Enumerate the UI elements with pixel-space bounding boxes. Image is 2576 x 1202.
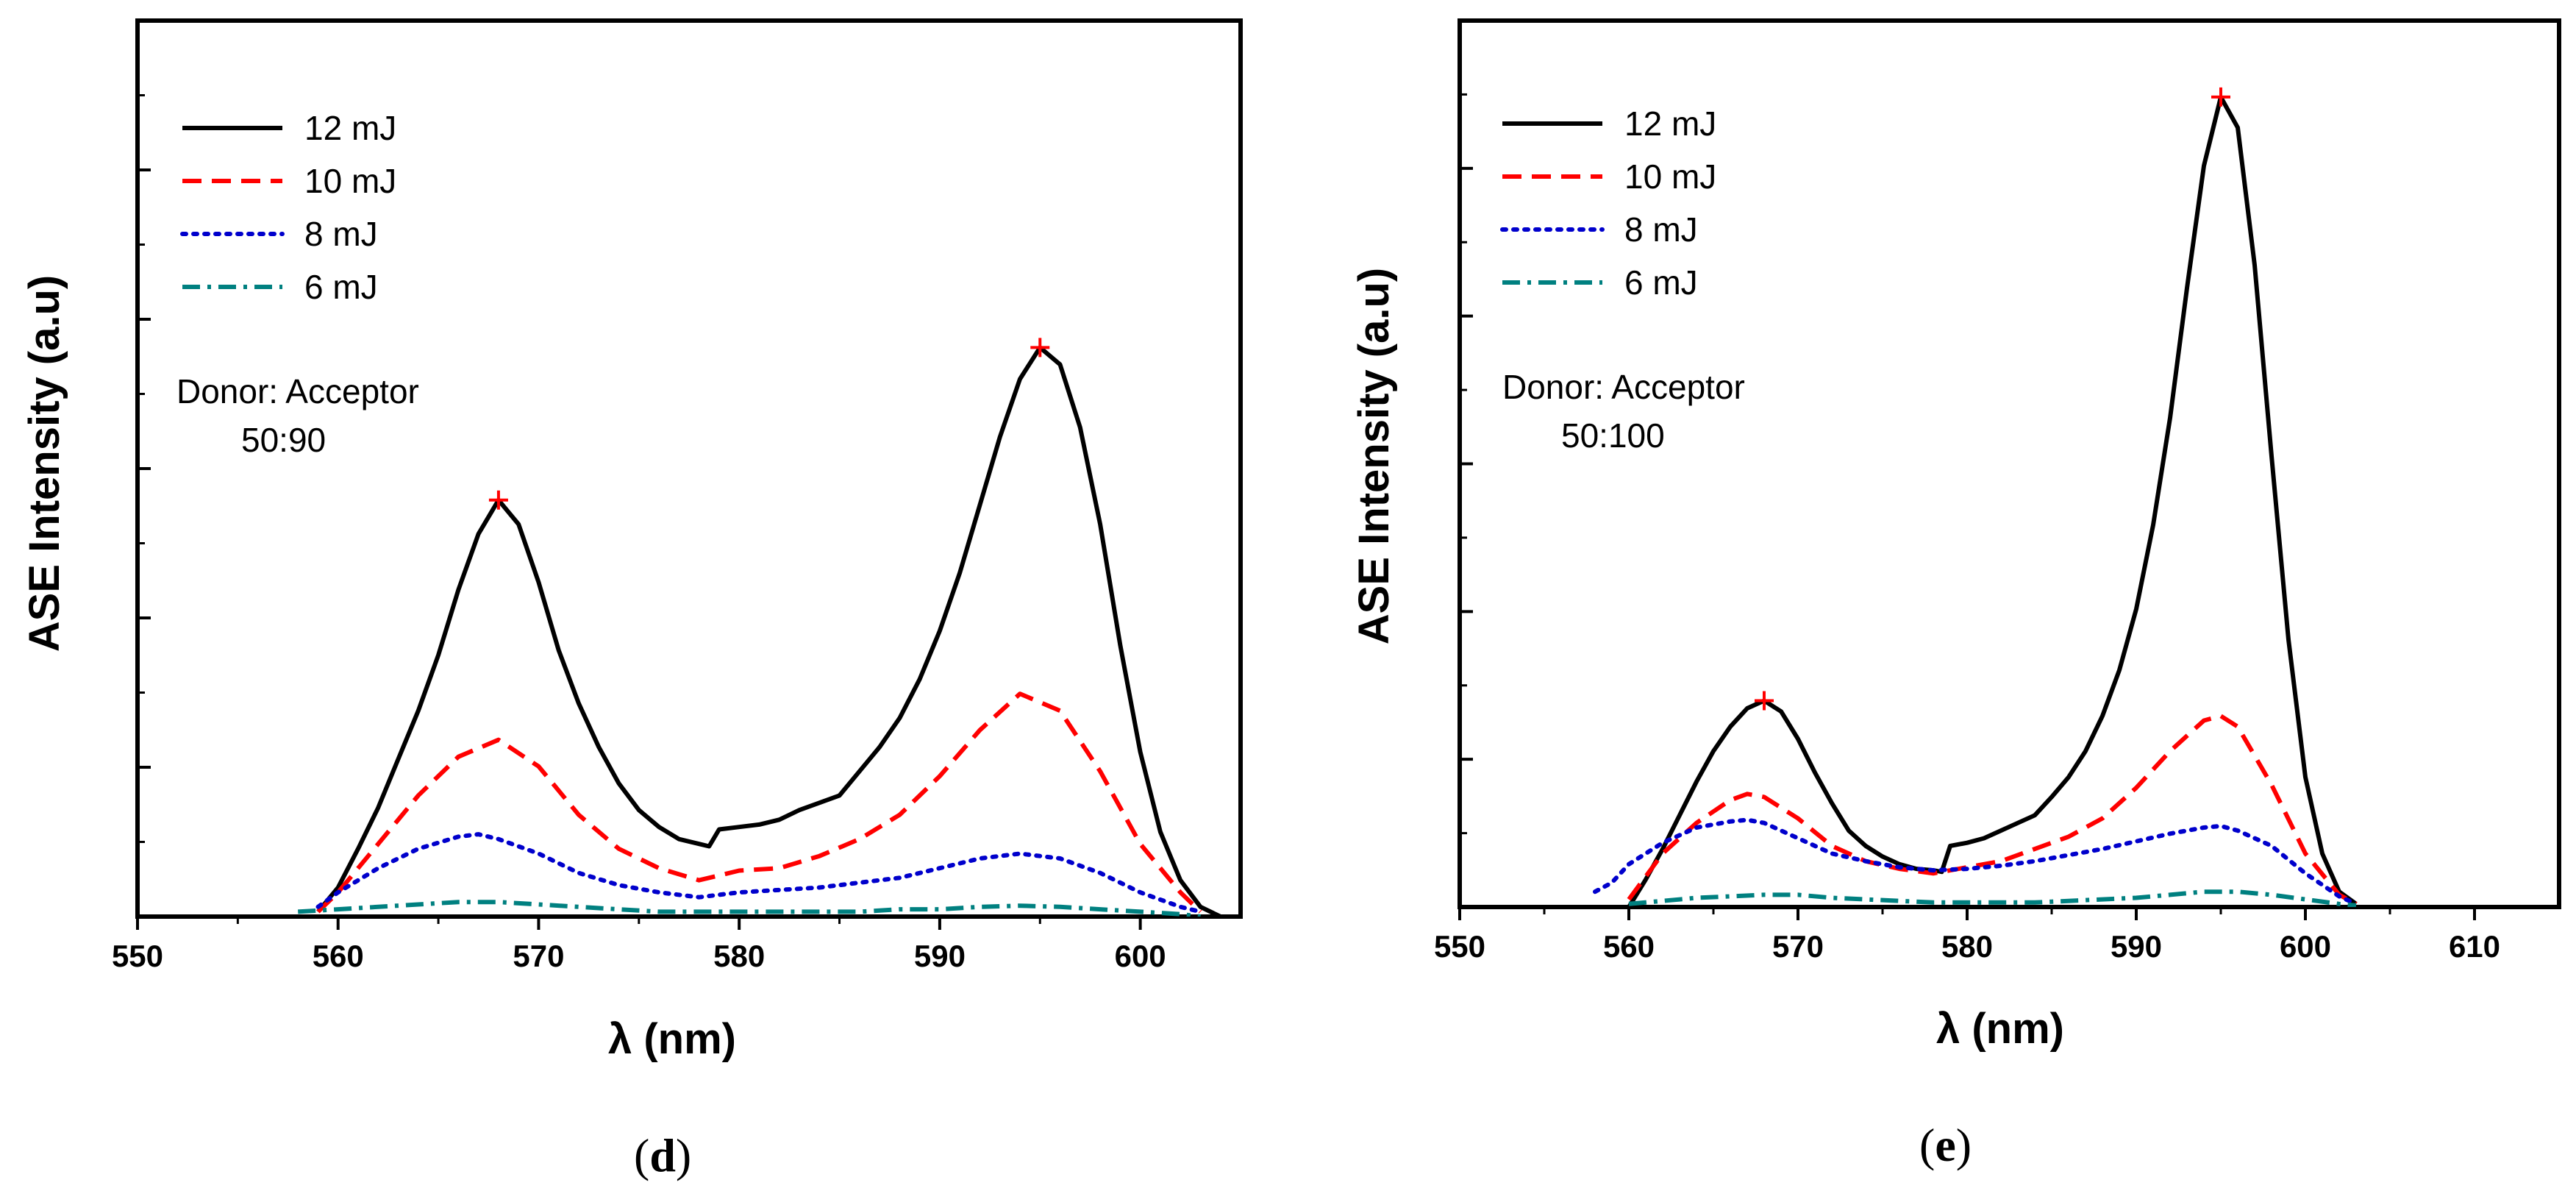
x-tick-label: 560 bbox=[313, 939, 364, 973]
x-tick-label: 560 bbox=[1603, 929, 1655, 964]
x-tick-label: 600 bbox=[1115, 939, 1166, 973]
series-line-12-mj bbox=[316, 345, 1222, 917]
legend-label: 6 mJ bbox=[1624, 263, 1698, 302]
caption-close-paren: ) bbox=[676, 1129, 691, 1181]
peak-marker bbox=[1030, 338, 1050, 358]
peak-marker bbox=[488, 490, 508, 510]
x-tick-label: 590 bbox=[2111, 929, 2162, 964]
caption-letter: e bbox=[1935, 1119, 1955, 1171]
series-line-8-mj bbox=[1593, 817, 2358, 906]
series-line-6-mj bbox=[298, 900, 1201, 917]
chart-panel-d: 550 560 570 580 590 600 12 mJ 10 mJ 8 mJ 6 mJ Do… bbox=[21, 18, 1243, 1181]
legend-label: 8 mJ bbox=[1624, 210, 1698, 249]
series-group bbox=[298, 345, 1222, 917]
series-group bbox=[1593, 94, 2358, 907]
x-tick-label: 550 bbox=[112, 939, 163, 973]
y-axis-title: ASE Intensity (a.u) bbox=[1350, 268, 1398, 644]
x-tick-label: 580 bbox=[1941, 929, 1993, 964]
x-tick-label: 570 bbox=[513, 939, 564, 973]
x-axis-title: λ (nm) bbox=[608, 1015, 736, 1063]
legend-label: 10 mJ bbox=[1624, 157, 1716, 196]
plot-frame bbox=[135, 18, 1243, 919]
series-line-12-mj bbox=[1627, 94, 2358, 907]
x-tick-label: 600 bbox=[2280, 929, 2331, 964]
x-tick-label: 590 bbox=[914, 939, 966, 973]
chart-panel-e: 550 560 570 580 590 600 610 12 mJ 10 mJ 8 mJ 6 mJ… bbox=[1350, 18, 2561, 1171]
series-line-8-mj bbox=[315, 832, 1203, 914]
x-axis-ticks: 550 560 570 580 590 600 bbox=[112, 917, 1166, 973]
series-line-6-mj bbox=[1628, 889, 2357, 907]
caption-open-paren: ( bbox=[634, 1129, 649, 1181]
panel-caption: (e) bbox=[1919, 1119, 1972, 1171]
legend-label: 12 mJ bbox=[1624, 104, 1716, 143]
caption-open-paren: ( bbox=[1919, 1119, 1935, 1171]
annotation-ratio: 50:90 bbox=[241, 421, 326, 459]
annotation-donor-acceptor: Donor: Acceptor bbox=[1502, 368, 1745, 406]
legend-label: 6 mJ bbox=[304, 268, 378, 306]
annotation-ratio: 50:100 bbox=[1561, 416, 1665, 455]
peak-markers bbox=[488, 338, 1050, 510]
peak-markers bbox=[1755, 87, 2230, 711]
y-axis-ticks bbox=[1460, 93, 1473, 835]
panel-caption: (d) bbox=[634, 1129, 691, 1181]
x-tick-label: 550 bbox=[1434, 929, 1485, 964]
series-line-10-mj bbox=[1627, 714, 2358, 906]
legend: 12 mJ 10 mJ 8 mJ 6 mJ bbox=[1500, 104, 1716, 302]
plot-frame bbox=[1458, 18, 2561, 909]
caption-letter: d bbox=[649, 1129, 676, 1181]
caption-close-paren: ) bbox=[1956, 1119, 1972, 1171]
peak-marker bbox=[2211, 87, 2230, 107]
x-axis-title: λ (nm) bbox=[1936, 1005, 2064, 1053]
x-axis-ticks: 550 560 570 580 590 600 610 bbox=[1434, 907, 2500, 964]
x-tick-label: 580 bbox=[713, 939, 765, 973]
peak-marker bbox=[1755, 691, 1774, 711]
x-tick-label: 610 bbox=[2449, 929, 2500, 964]
x-tick-label: 570 bbox=[1772, 929, 1824, 964]
legend-label: 12 mJ bbox=[304, 109, 396, 147]
legend: 12 mJ 10 mJ 8 mJ 6 mJ bbox=[180, 109, 396, 306]
legend-label: 10 mJ bbox=[304, 162, 396, 200]
y-axis-title: ASE Intensity (a.u) bbox=[21, 275, 68, 652]
annotation-donor-acceptor: Donor: Acceptor bbox=[176, 372, 419, 410]
series-line-10-mj bbox=[316, 691, 1202, 914]
y-axis-ticks bbox=[138, 94, 151, 843]
legend-label: 8 mJ bbox=[304, 215, 378, 253]
